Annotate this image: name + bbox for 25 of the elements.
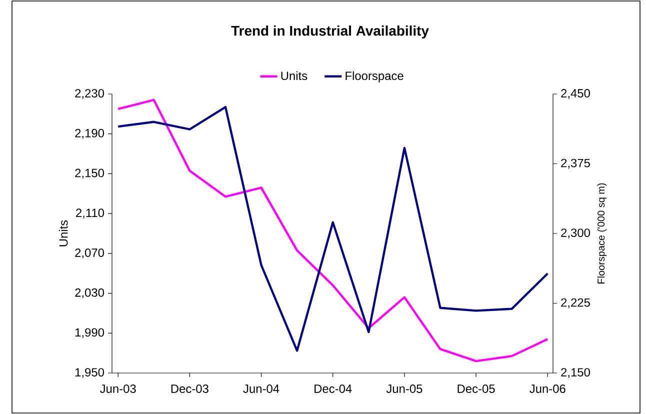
y-tick-label: 2,030 [75,288,104,298]
y-tick-label: 2,070 [75,248,104,258]
y-axis-title: Units [58,220,68,246]
x-tick-label: Jun-05 [386,384,422,393]
x-tick-label: Dec-03 [171,384,208,393]
y-tick-label: 2,230 [75,89,104,99]
y-tick-label: 2,190 [75,128,104,139]
x-tick-label: Dec-04 [314,384,352,393]
legend-label: Units [281,71,308,80]
y-tick-label: 1,990 [75,328,104,338]
y-tick-label: 1,950 [75,368,104,378]
x-tick-label: Jun-04 [243,384,280,393]
x-tick-label: Jun-03 [100,384,136,393]
y2-tick-label: 2,450 [561,89,590,99]
y2-tick-label: 2,300 [561,228,590,238]
y-tick-label: 2,110 [76,208,104,219]
y2-tick-label: 2,225 [561,298,590,308]
chart-title: Trend in Industrial Availability [231,25,429,38]
y2-tick-label: 2,150 [561,368,590,378]
y2-tick-label: 2,375 [561,158,590,169]
y2-axis-title: Floorspace ('000 sq m) [597,183,607,284]
legend-label: Floorspace [346,71,404,82]
y-tick-label: 2,150 [75,168,104,179]
x-tick-label: Dec-05 [458,384,495,393]
x-tick-label: Jun-06 [530,384,566,393]
